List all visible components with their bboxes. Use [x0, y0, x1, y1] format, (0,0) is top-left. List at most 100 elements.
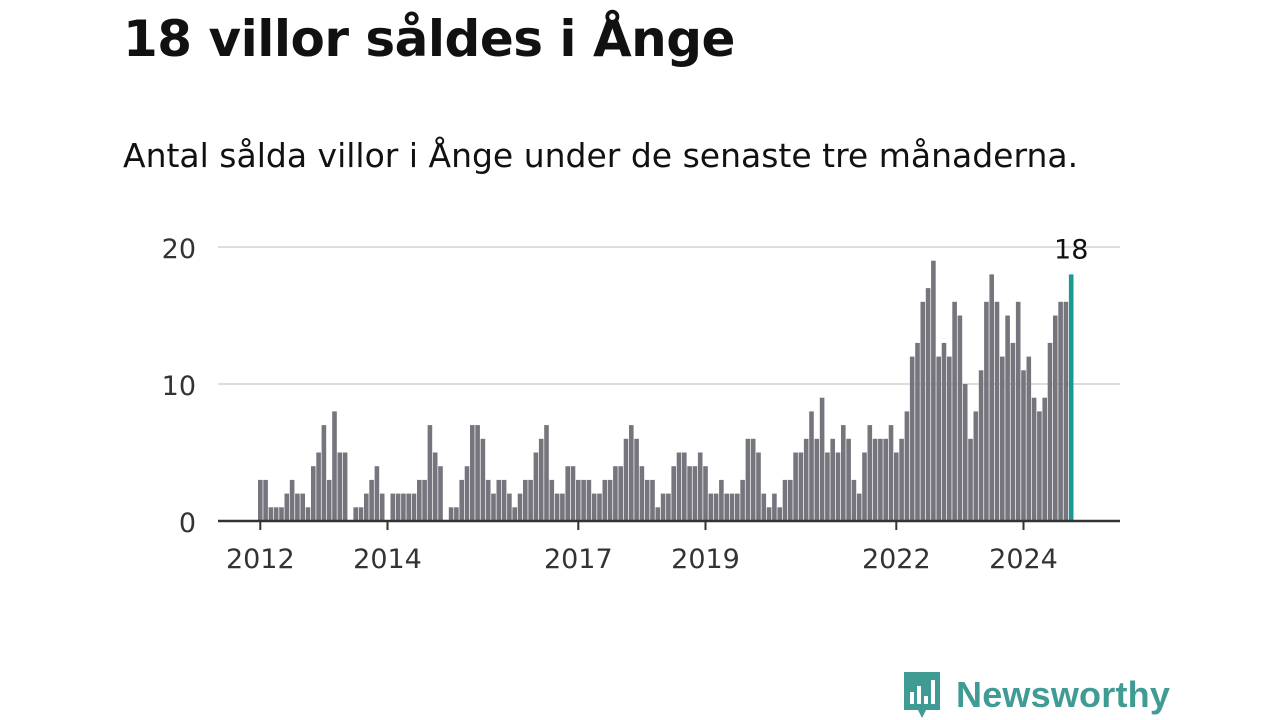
bar: [1042, 397, 1047, 521]
bar: [676, 452, 682, 521]
bar: [1053, 315, 1058, 521]
bar: [629, 425, 634, 521]
bar: [528, 479, 533, 521]
bar: [745, 438, 751, 521]
bar: [454, 507, 459, 521]
bar: [708, 493, 714, 521]
bar: [761, 493, 767, 521]
highlight-value-label: 18: [1054, 234, 1088, 265]
bar: [634, 438, 639, 521]
bar: [1000, 356, 1005, 521]
bar: [952, 301, 957, 521]
bar: [501, 479, 507, 521]
bar: [560, 493, 565, 521]
bar: [586, 479, 592, 521]
bar: [549, 479, 555, 521]
bar: [523, 479, 528, 521]
bar: [576, 479, 581, 521]
x-tick-label: 2017: [544, 544, 613, 575]
bar: [284, 493, 290, 521]
bar: [777, 507, 782, 521]
bar: [591, 493, 597, 521]
bar: [432, 452, 438, 521]
bar: [819, 397, 825, 521]
bar: [258, 479, 263, 521]
bar: [878, 438, 883, 521]
bar: [607, 479, 613, 521]
bar: [660, 493, 666, 521]
bar: [782, 479, 788, 521]
bar: [395, 493, 401, 521]
bar: [364, 493, 369, 521]
y-tick-label: 20: [162, 234, 196, 265]
bar: [830, 438, 835, 521]
x-tick-label: 2019: [671, 544, 740, 575]
bar: [491, 493, 496, 521]
bar: [766, 507, 772, 521]
bar-chart: 0 10 20 2012 2014 2017 2019 2022 2024 18: [162, 234, 1120, 575]
bar: [735, 493, 740, 521]
bar: [697, 452, 703, 521]
bar: [947, 356, 952, 521]
y-tick-label: 10: [162, 371, 196, 402]
bar: [401, 493, 406, 521]
bar: [332, 411, 337, 521]
bar: [846, 438, 851, 521]
bar: [920, 301, 926, 521]
bar: [936, 356, 941, 521]
bar: [713, 493, 719, 521]
bar: [570, 466, 576, 521]
bar: [984, 301, 989, 521]
page-title: 18 villor såldes i Ånge: [123, 10, 735, 68]
x-tick-label: 2022: [862, 544, 931, 575]
bar: [835, 452, 841, 521]
bar: [1031, 397, 1037, 521]
bar: [342, 452, 348, 521]
y-tick-label: 0: [179, 508, 196, 539]
bar: [814, 438, 820, 521]
x-tick-label: 2014: [353, 544, 422, 575]
bar: [565, 466, 570, 521]
bar: [851, 479, 857, 521]
bar: [894, 452, 899, 521]
bar: [597, 493, 602, 521]
bar: [750, 438, 756, 521]
bar: [448, 507, 454, 521]
bar: [369, 479, 374, 521]
bar: [671, 466, 676, 521]
bar: [904, 411, 910, 521]
bar: [756, 452, 761, 521]
bar: [1058, 301, 1063, 521]
bar: [581, 479, 586, 521]
bar: [978, 370, 984, 521]
bar: [692, 466, 698, 521]
bar: [666, 493, 671, 521]
bar: [994, 301, 1000, 521]
bar: [311, 466, 316, 521]
bar: [687, 466, 692, 521]
bar: [888, 425, 894, 521]
bar: [867, 425, 873, 521]
bar: [909, 356, 915, 521]
bar: [295, 493, 300, 521]
bar: [602, 479, 608, 521]
bar: [856, 493, 862, 521]
bar: [841, 425, 846, 521]
bar: [411, 493, 417, 521]
bar: [337, 452, 343, 521]
bar: [1005, 315, 1010, 521]
bar: [438, 466, 443, 521]
bar: [809, 411, 814, 521]
bar: [406, 493, 411, 521]
bar: [650, 479, 655, 521]
bar: [613, 466, 618, 521]
bar: [1015, 301, 1021, 521]
bar: [263, 479, 268, 521]
bar: [793, 452, 798, 521]
brand-name: Newsworthy: [956, 674, 1171, 715]
bar: [470, 425, 475, 521]
bar: [788, 479, 793, 521]
bar: [872, 438, 878, 521]
bar: [825, 452, 830, 521]
bar: [512, 507, 517, 521]
